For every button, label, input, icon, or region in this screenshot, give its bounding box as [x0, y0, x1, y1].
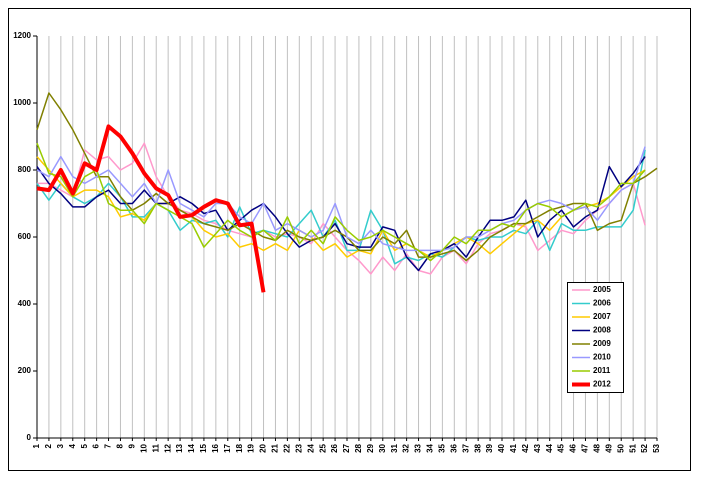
x-tick-label: 29	[366, 443, 375, 452]
legend-label: 2009	[593, 339, 611, 348]
series-line	[36, 124, 266, 293]
legend-box	[567, 282, 624, 393]
x-tick-label: 25	[318, 443, 327, 452]
x-tick-label: 35	[437, 443, 446, 452]
x-tick-label: 41	[509, 443, 518, 452]
x-tick-label: 7	[104, 443, 113, 448]
x-tick-label: 44	[545, 443, 554, 452]
x-tick-label: 4	[68, 443, 77, 448]
x-tick-label: 39	[485, 443, 494, 452]
x-tick-label: 5	[80, 443, 89, 448]
x-tick-label: 46	[569, 443, 578, 452]
y-tick-label: 600	[18, 232, 32, 241]
x-tick-label: 42	[521, 443, 530, 452]
x-tick-label: 17	[223, 443, 232, 452]
x-tick-label: 32	[402, 443, 411, 452]
legend-label: 2005	[593, 285, 611, 294]
y-tick-label: 200	[18, 366, 32, 375]
x-tick-label: 48	[592, 443, 601, 452]
x-tick-label: 23	[294, 443, 303, 452]
y-tick-label: 800	[18, 165, 32, 174]
legend-label: 2008	[593, 326, 611, 335]
x-tick-label: 33	[414, 443, 423, 452]
y-tick-label: 400	[18, 299, 32, 308]
x-tick-label: 53	[652, 443, 661, 452]
x-tick-label: 8	[116, 443, 125, 448]
x-tick-label: 50	[616, 443, 625, 452]
x-tick-label: 47	[581, 443, 590, 452]
x-tick-label: 18	[235, 443, 244, 452]
legend-label: 2011	[593, 366, 611, 375]
series-line	[37, 142, 646, 275]
x-tick-label: 31	[390, 443, 399, 452]
x-tick-label: 6	[92, 443, 101, 448]
x-tick-label: 30	[378, 443, 387, 452]
x-tick-label: 24	[306, 443, 315, 452]
y-tick-label: 0	[27, 433, 32, 442]
x-tick-label: 13	[175, 443, 184, 452]
series-line	[36, 142, 646, 262]
x-tick-label: 52	[640, 443, 649, 452]
y-tick-label: 1000	[13, 98, 31, 107]
x-tick-label: 37	[461, 443, 470, 452]
x-tick-label: 10	[139, 443, 148, 452]
x-tick-label: 43	[533, 443, 542, 452]
x-tick-label: 49	[604, 443, 613, 452]
x-tick-label: 27	[342, 443, 351, 452]
x-tick-label: 2	[44, 443, 53, 448]
x-tick-label: 16	[211, 443, 220, 452]
y-tick-label: 1200	[13, 31, 31, 40]
x-tick-label: 3	[56, 443, 65, 448]
x-tick-label: 9	[127, 443, 136, 448]
x-tick-label: 15	[199, 443, 208, 452]
x-tick-label: 26	[330, 443, 339, 452]
x-tick-label: 14	[187, 443, 196, 452]
x-tick-label: 12	[163, 443, 172, 452]
x-tick-label: 51	[628, 443, 637, 452]
x-tick-label: 21	[271, 443, 280, 452]
x-tick-label: 45	[557, 443, 566, 452]
x-tick-label: 20	[259, 443, 268, 452]
legend-label: 2010	[593, 353, 611, 362]
x-tick-label: 40	[497, 443, 506, 452]
x-tick-label: 22	[282, 443, 291, 452]
series-line	[36, 146, 646, 252]
x-tick-label: 19	[247, 443, 256, 452]
legend-label: 2006	[593, 299, 611, 308]
x-tick-label: 36	[449, 443, 458, 452]
x-tick-label: 34	[426, 443, 435, 452]
x-tick-label: 11	[151, 443, 160, 452]
x-tick-label: 1	[32, 443, 41, 448]
legend-label: 2007	[593, 312, 611, 321]
legend-label: 2012	[593, 380, 611, 389]
x-tick-label: 38	[473, 443, 482, 452]
x-tick-label: 28	[354, 443, 363, 452]
